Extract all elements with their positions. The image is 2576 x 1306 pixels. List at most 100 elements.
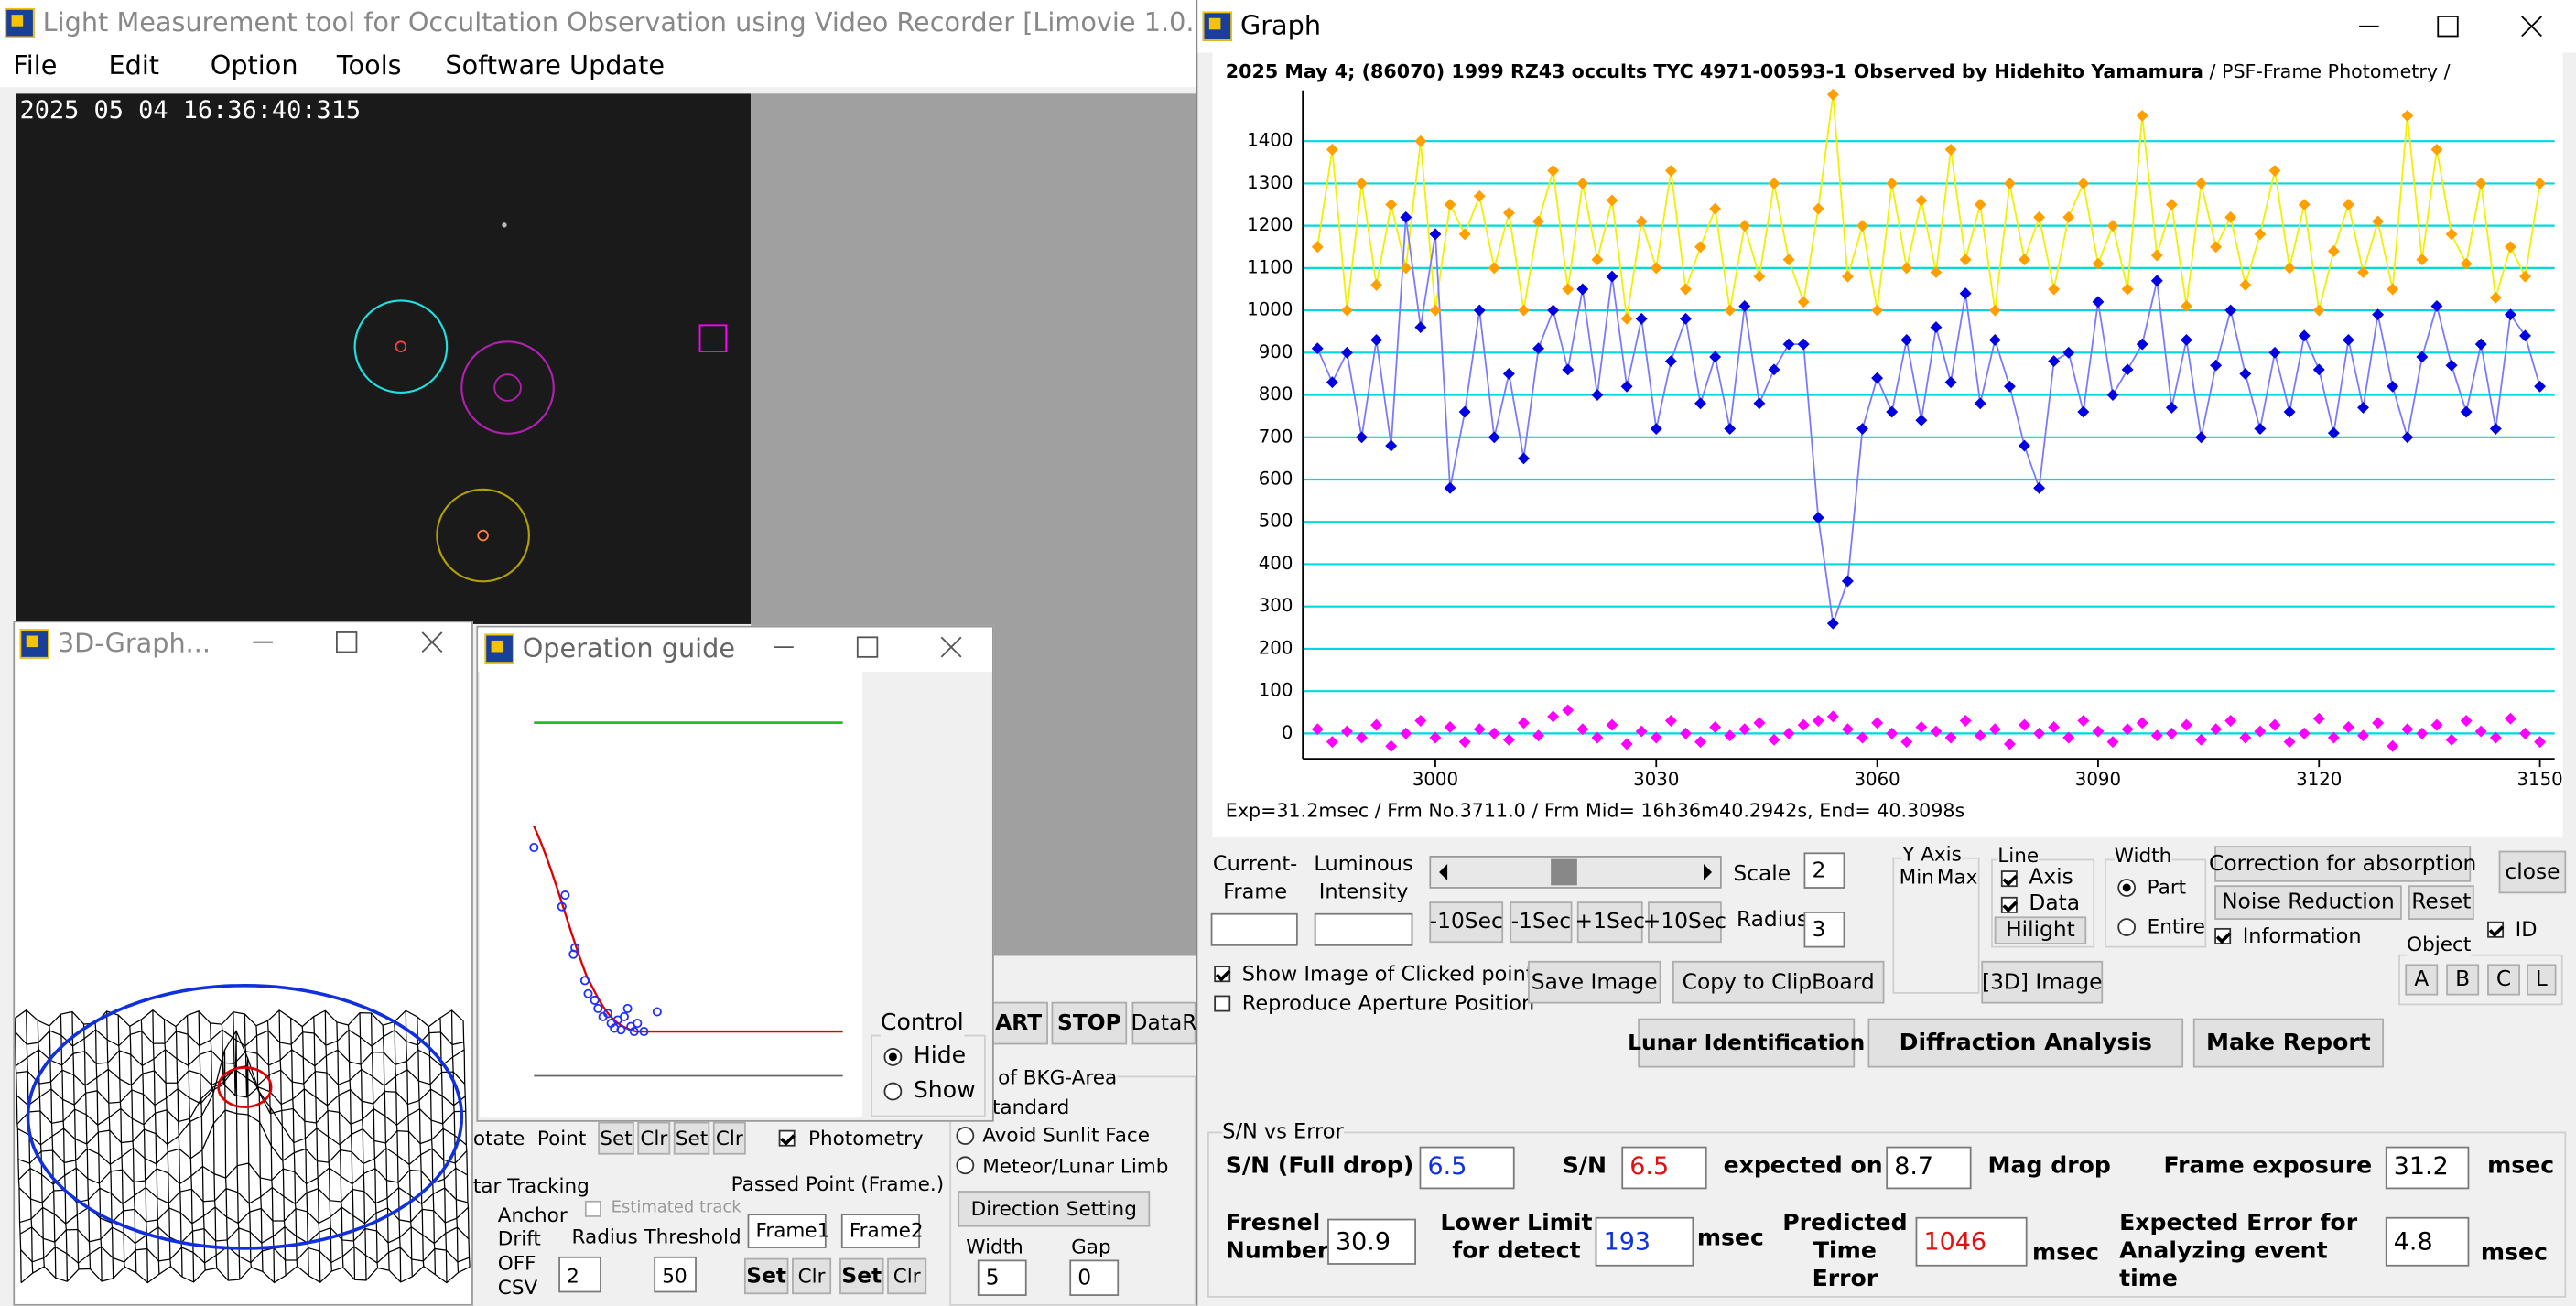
label: S/N (Full drop) — [1226, 1153, 1413, 1180]
close-x-button[interactable] — [941, 637, 961, 657]
maximize-button[interactable] — [858, 637, 878, 657]
close-button[interactable]: close — [2499, 851, 2567, 894]
close-x-button[interactable] — [422, 632, 442, 653]
radio-label[interactable]: Drift — [498, 1225, 541, 1252]
checkbox[interactable] — [2001, 870, 2018, 887]
button[interactable]: Set — [744, 1258, 788, 1294]
copy-button[interactable]: Copy to ClipBoard — [1672, 961, 1885, 1004]
gap-input[interactable]: 0 — [1069, 1259, 1119, 1295]
radio[interactable] — [2117, 879, 2136, 897]
radius-input[interactable]: 3 — [1804, 912, 1845, 947]
lunar-button[interactable]: Lunar Identification — [1638, 1019, 1855, 1068]
mesh-row — [21, 1267, 470, 1283]
width-input[interactable]: 5 — [978, 1259, 1027, 1295]
checkbox-label[interactable]: Information — [2243, 923, 2362, 950]
radio-label[interactable]: tandard — [992, 1094, 1069, 1120]
mesh-column — [199, 1011, 205, 1270]
save-image-button[interactable]: Save Image — [1528, 961, 1661, 1004]
button[interactable]: Clr — [792, 1258, 831, 1294]
object-button[interactable]: A — [2405, 964, 2438, 995]
checkbox-label[interactable]: Show Image of Clicked point — [1242, 961, 1534, 988]
group-label: n of BKG-Area — [980, 1064, 1118, 1091]
radio-label[interactable]: Hide — [914, 1043, 966, 1070]
direction-button[interactable]: Direction Setting — [958, 1191, 1150, 1226]
current-frame-input[interactable] — [1211, 913, 1298, 946]
maximize-button[interactable] — [337, 632, 357, 653]
label: msec — [1697, 1225, 1764, 1252]
radius-input[interactable]: 2 — [558, 1257, 601, 1292]
correction-button[interactable]: Correction for absorption — [2214, 846, 2471, 881]
mesh-column — [84, 1024, 91, 1269]
checkbox[interactable] — [2001, 897, 2018, 913]
checkbox[interactable] — [2214, 928, 2231, 944]
window-controls — [0, 0, 2576, 674]
radio[interactable] — [884, 1048, 903, 1066]
exposure-value: 31.2 — [2386, 1147, 2470, 1190]
checkbox[interactable] — [1214, 996, 1230, 1012]
checkbox-label[interactable]: Reproduce Aperture Position — [1242, 990, 1534, 1017]
mesh-row — [19, 1188, 468, 1204]
maximize-button[interactable] — [2438, 16, 2458, 37]
radio[interactable] — [884, 1083, 903, 1101]
frame-scrollbar[interactable] — [1429, 856, 1721, 889]
checkbox[interactable] — [1214, 966, 1230, 982]
checkbox-label[interactable]: Photometry — [808, 1125, 924, 1151]
group-label: Object — [2407, 932, 2471, 958]
scale-input[interactable]: 2 — [1804, 852, 1845, 888]
checkbox-label[interactable]: Data — [2029, 891, 2080, 918]
start-button[interactable]: ART — [989, 1002, 1048, 1045]
y-tick-label: 100 — [1259, 680, 1293, 701]
luminous-input[interactable] — [1315, 913, 1413, 946]
radio-label[interactable]: Part — [2148, 874, 2187, 901]
object-button[interactable]: C — [2487, 964, 2520, 995]
label: Frame exposure — [2164, 1153, 2373, 1180]
radio-label[interactable]: OFF — [498, 1250, 536, 1277]
report-button[interactable]: Make Report — [2193, 1019, 2384, 1068]
checkbox[interactable] — [585, 1201, 601, 1217]
object-button[interactable]: B — [2446, 964, 2479, 995]
mesh-column — [60, 1014, 67, 1281]
threshold-input[interactable]: 50 — [654, 1257, 697, 1292]
frame2-input[interactable]: Frame2 — [841, 1214, 920, 1248]
image3d-button[interactable]: [3D] Image — [1981, 961, 2103, 1004]
radio-label[interactable]: Show — [914, 1077, 976, 1104]
noise-button[interactable]: Noise Reduction — [2214, 885, 2402, 920]
x-tick-label: 3150 — [2516, 769, 2562, 790]
close-x-button[interactable] — [2522, 16, 2542, 37]
button[interactable]: Clr — [887, 1258, 926, 1294]
diffraction-button[interactable]: Diffraction Analysis — [1868, 1019, 2184, 1068]
checkbox[interactable] — [2487, 922, 2504, 938]
button[interactable]: Clr — [637, 1122, 670, 1155]
radio[interactable] — [956, 1127, 974, 1145]
radio[interactable] — [956, 1156, 974, 1174]
button[interactable]: Clr — [713, 1122, 746, 1155]
seek-button[interactable]: +10Sec — [1648, 901, 1722, 943]
x-tick-label: 3060 — [1854, 769, 1900, 790]
mesh-row — [18, 1163, 467, 1184]
stop-button[interactable]: STOP — [1052, 1002, 1128, 1045]
checkbox-label[interactable]: Estimated track — [612, 1196, 741, 1223]
mesh-column — [395, 1022, 401, 1282]
checkbox-label[interactable]: Axis — [2029, 866, 2073, 892]
button[interactable]: Set — [598, 1122, 633, 1155]
seek-button[interactable]: -1Sec — [1510, 901, 1572, 943]
frame1-input[interactable]: Frame1 — [748, 1214, 827, 1248]
data-button[interactable]: DataR — [1132, 1002, 1196, 1045]
reset-button[interactable]: Reset — [2408, 885, 2474, 920]
radio-label[interactable]: Meteor/Lunar Limb — [982, 1153, 1168, 1180]
radio-label[interactable]: CSV — [498, 1275, 537, 1301]
seek-button[interactable]: -10Sec — [1429, 901, 1503, 943]
fresnel-value: 30.9 — [1327, 1219, 1416, 1265]
scroll-thumb[interactable] — [1551, 859, 1577, 886]
button[interactable]: Set — [674, 1122, 709, 1155]
label: Max — [1937, 864, 1978, 890]
radio-label[interactable]: Entire — [2148, 913, 2205, 940]
checkbox[interactable] — [779, 1130, 796, 1147]
radio[interactable] — [2117, 918, 2136, 936]
object-button[interactable]: L — [2527, 964, 2556, 995]
radio-label[interactable]: Avoid Sunlit Face — [982, 1122, 1150, 1149]
seek-button[interactable]: +1Sec — [1577, 901, 1643, 943]
checkbox-label[interactable]: ID — [2516, 916, 2538, 943]
hilight-button[interactable]: Hilight — [1995, 916, 2087, 944]
button[interactable]: Set — [839, 1258, 883, 1294]
